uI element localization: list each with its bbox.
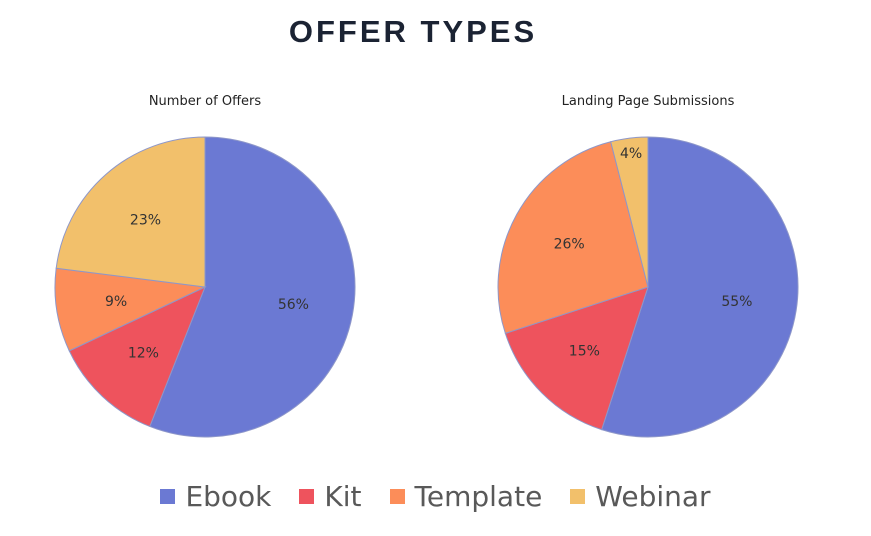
pie-slice-label: 56% [278,297,309,313]
legend-swatch [299,489,315,504]
legend-item-ebook: Ebook [160,480,271,513]
pie-slice-template [54,267,207,352]
legend-item-webinar: Webinar [570,480,711,513]
pie-slice-label: 26% [554,237,585,253]
pie-chart-landing-page-submissions: Landing Page Submissions 55% 15% 26% 4% [497,94,799,438]
pie-title: Number of Offers [149,94,262,109]
page-title: OFFER TYPES [288,14,538,49]
legend-label: Template [414,480,543,513]
pie-chart-number-of-offers: Number of Offers 56% 12% 9% 23% [54,94,356,438]
legend-label: Kit [324,480,362,513]
legend-label: Webinar [595,480,711,513]
pie-charts: Number of Offers 56% 12% 9% 23% Landing Pag… [54,94,799,438]
legend-item-kit: Kit [299,480,362,513]
pie-slice-label: 12% [128,346,159,362]
pie-slice-kit [504,286,649,431]
legend-swatch [160,489,176,504]
pie-slice-label: 15% [569,344,600,360]
pie-slice-ebook [601,136,799,438]
legend-swatch [389,489,405,504]
pie-slice-webinar [55,136,206,288]
legend-label: Ebook [185,480,272,513]
pie-slice-ebook [149,136,356,438]
legend-swatch [570,489,586,504]
legend-item-template: Template [389,480,543,513]
pie-title: Landing Page Submissions [562,94,735,109]
pie-slice-label: 55% [721,294,752,310]
pie-slice-webinar [610,136,649,288]
chart-legend: Ebook Kit Template Webinar [0,480,871,513]
pie-slice-label: 9% [105,294,127,310]
pie-slice-label: 4% [620,146,642,162]
pie-slice-template [497,141,649,334]
pie-slice-label: 23% [130,212,161,228]
pie-slice-kit [68,286,206,428]
